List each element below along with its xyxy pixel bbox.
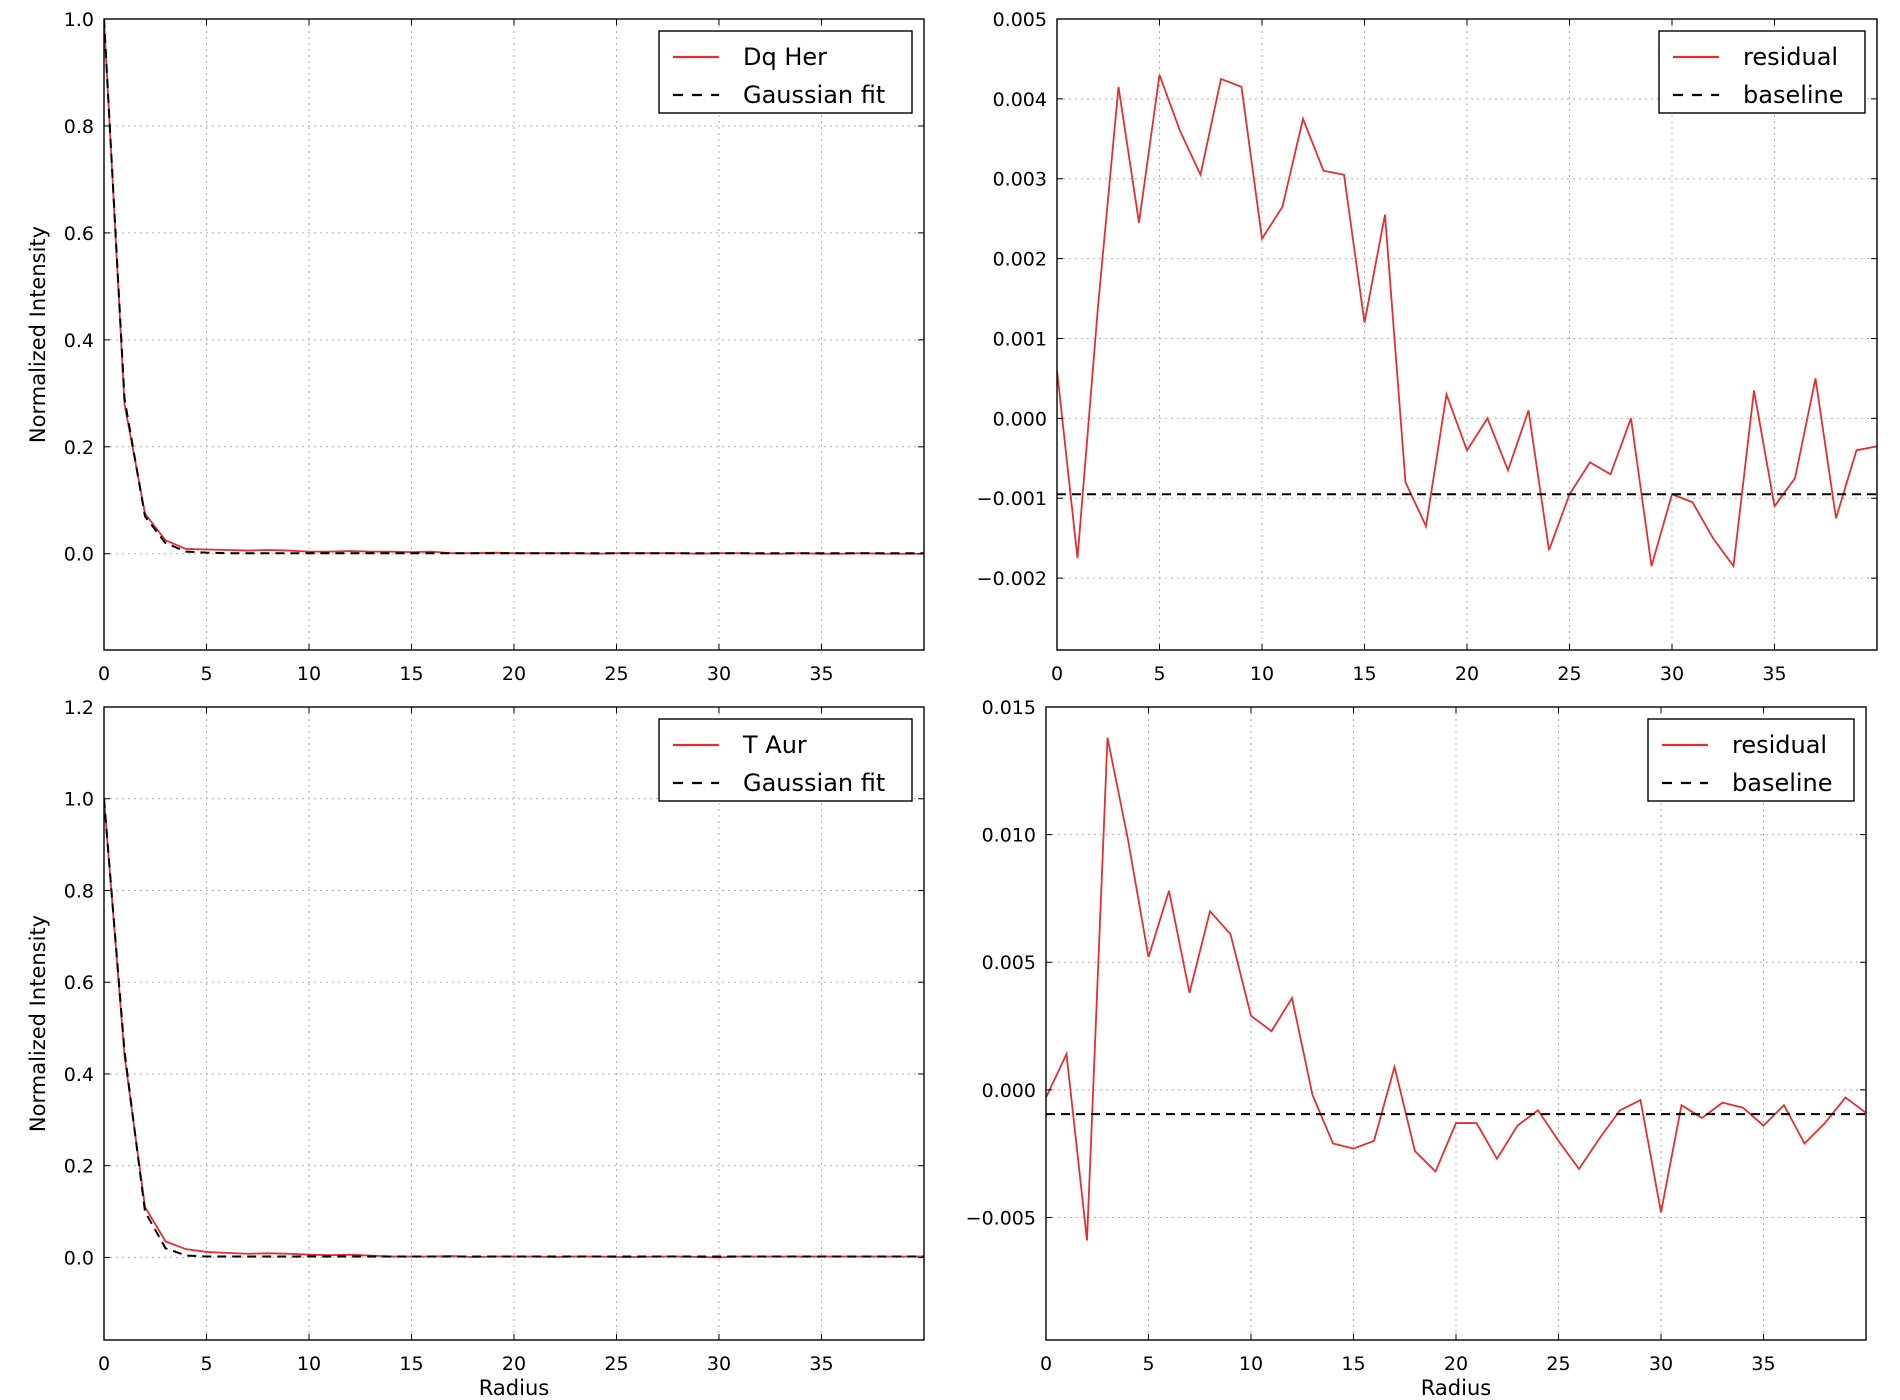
legend-label: Gaussian fit (743, 769, 885, 797)
y-tick-label: 0.005 (982, 952, 1036, 974)
legend-label: residual (1732, 731, 1827, 759)
legend: residual baseline (1647, 718, 1855, 802)
legend: residual baseline (1658, 30, 1866, 114)
y-tick-label: 1.2 (64, 697, 94, 719)
legend-label: T Aur (742, 731, 807, 759)
x-tick-label: 0 (98, 1353, 110, 1375)
y-tick-label: −0.002 (977, 568, 1047, 590)
y-tick-label: 0.6 (64, 972, 94, 994)
y-tick-label: 1.0 (64, 789, 94, 811)
legend: Dq Her Gaussian fit (658, 30, 913, 114)
x-tick-label: 25 (1546, 1353, 1570, 1375)
x-tick-label: 25 (1557, 663, 1581, 685)
x-tick-label: 0 (98, 663, 110, 685)
x-tick-label: 20 (1444, 1353, 1468, 1375)
y-tick-label: 0.001 (993, 328, 1047, 350)
x-tick-label: 30 (707, 663, 731, 685)
x-tick-label: 10 (1239, 1353, 1263, 1375)
y-tick-label: 0.000 (993, 408, 1047, 430)
y-tick-label: 0.000 (982, 1080, 1036, 1102)
legend-box (658, 30, 913, 114)
y-tick-label: 1.0 (64, 9, 94, 31)
chart-panel-4: 0 5 10 15 20 25 30 35 −0.005 0.000 0.005 0.010 0.015… (966, 697, 1867, 1400)
x-tick-label: 0 (1040, 1353, 1052, 1375)
x-tick-label: 15 (399, 663, 423, 685)
series-line-residual (1057, 74, 1877, 569)
legend-label: baseline (1743, 81, 1844, 109)
x-tick-label: 20 (502, 663, 526, 685)
legend-box (1647, 718, 1855, 802)
chart-panel-3: 0 5 10 15 20 25 30 35 0.0 0.2 0.4 0.6 0.8 1.0 1.2 Radiu… (26, 697, 925, 1400)
y-axis-label: Normalized Intensity (26, 915, 50, 1132)
x-tick-label: 10 (297, 1353, 321, 1375)
legend-label: Dq Her (743, 43, 827, 71)
y-tick-label: 0.0 (64, 1247, 94, 1269)
series-line-gaussian-fit (104, 798, 924, 1258)
x-tick-label: 5 (1142, 1353, 1154, 1375)
y-tick-label: −0.005 (966, 1207, 1036, 1229)
axes-frame (1045, 706, 1867, 1341)
legend-label: residual (1743, 43, 1838, 71)
y-tick-label: 0.6 (64, 223, 94, 245)
y-tick-label: 0.8 (64, 880, 94, 902)
x-tick-label: 30 (1660, 663, 1684, 685)
y-tick-label: 0.4 (64, 1064, 94, 1086)
series-line-gaussian-fit (104, 19, 924, 555)
x-tick-label: 5 (200, 1353, 212, 1375)
x-tick-label: 15 (1352, 663, 1376, 685)
y-axis-label: Normalized Intensity (26, 226, 50, 443)
x-tick-label: 35 (1762, 663, 1786, 685)
x-tick-label: 30 (707, 1353, 731, 1375)
legend: T Aur Gaussian fit (658, 718, 913, 802)
y-tick-label: 0.010 (982, 825, 1036, 847)
x-tick-label: 10 (297, 663, 321, 685)
chart-panel-2: 0 5 10 15 20 25 30 35 −0.002 −0.001 0.000 0.001 0.00… (977, 9, 1878, 685)
chart-panel-1: 0 5 10 15 20 25 30 35 0.0 0.2 0.4 0.6 0.8 1.0 Normaliz… (26, 9, 925, 685)
x-axis-label: Radius (1421, 1376, 1491, 1400)
x-tick-label: 0 (1051, 663, 1063, 685)
legend-box (1658, 30, 1866, 114)
y-tick-label: 0.003 (993, 169, 1047, 191)
y-tick-label: 0.8 (64, 116, 94, 138)
axes-frame (103, 706, 925, 1341)
x-axis-label: Radius (479, 1376, 549, 1400)
y-tick-label: 0.004 (993, 89, 1047, 111)
y-tick-label: 0.002 (993, 249, 1047, 271)
x-tick-label: 30 (1649, 1353, 1673, 1375)
y-tick-label: −0.001 (977, 488, 1047, 510)
x-tick-label: 20 (1455, 663, 1479, 685)
y-tick-label: 0.4 (64, 330, 94, 352)
x-tick-label: 15 (399, 1353, 423, 1375)
y-tick-label: 0.015 (982, 697, 1036, 719)
y-tick-label: 0.0 (64, 544, 94, 566)
series-line-residual (1046, 737, 1866, 1241)
y-tick-label: 0.2 (64, 437, 94, 459)
x-tick-label: 20 (502, 1353, 526, 1375)
y-tick-label: 0.2 (64, 1156, 94, 1178)
legend-label: baseline (1732, 769, 1833, 797)
x-tick-label: 25 (604, 1353, 628, 1375)
x-tick-label: 35 (809, 1353, 833, 1375)
legend-box (658, 718, 913, 802)
x-tick-label: 35 (809, 663, 833, 685)
x-tick-label: 15 (1341, 1353, 1365, 1375)
x-tick-label: 10 (1250, 663, 1274, 685)
legend-label: Gaussian fit (743, 81, 885, 109)
x-tick-label: 5 (1153, 663, 1165, 685)
x-tick-label: 25 (604, 663, 628, 685)
y-tick-label: 0.005 (993, 9, 1047, 31)
x-tick-label: 5 (200, 663, 212, 685)
x-tick-label: 35 (1751, 1353, 1775, 1375)
